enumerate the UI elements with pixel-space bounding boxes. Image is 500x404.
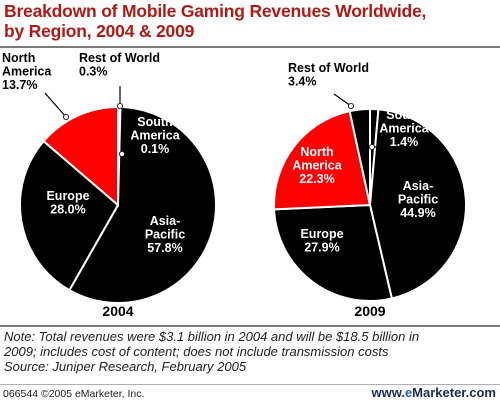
slice-label-line: Europe	[300, 227, 343, 241]
note-line-2: 2009; includes cost of content; does not…	[4, 344, 389, 359]
leader-line	[333, 93, 352, 107]
slice-north-america	[273, 109, 372, 211]
slice-label-line: 0.3%	[79, 65, 108, 79]
slice-label: Europe 27.9%	[300, 227, 343, 255]
slice-label-line: 3.4%	[288, 75, 317, 89]
chart-title: Breakdown of Mobile Gaming Revenues Worl…	[4, 1, 496, 41]
slice-label-line: 13.7%	[2, 78, 37, 92]
slice-label-line: Pacific	[145, 228, 185, 242]
slice-label-line: South	[386, 108, 421, 122]
slice-label-line: Pacific	[398, 193, 438, 207]
note-line-1: Note: Total revenues were $3.1 billion i…	[4, 329, 420, 344]
slice-label-line: Asia-	[150, 214, 181, 228]
chart-note: Note: Total revenues were $3.1 billion i…	[4, 329, 498, 374]
slice-label-line: North	[2, 51, 35, 65]
slice-label: Asia-Pacific 57.8%	[145, 214, 185, 255]
slice-label: Rest of World 0.3%	[79, 51, 160, 79]
slice-label-line: America	[379, 122, 429, 136]
slice-label-line: Asia-	[403, 179, 434, 193]
slice-label-line: 22.3%	[299, 172, 334, 186]
slice-label-line: Rest of World	[288, 61, 369, 75]
slice-asia-pacific	[68, 106, 217, 304]
slice-label-line: Europe	[46, 189, 89, 203]
pie-year-label: 2004	[102, 303, 133, 319]
slice-label: North America 22.3%	[292, 145, 342, 186]
slice-label-line: 28.0%	[50, 203, 85, 217]
slice-label-line: America	[2, 65, 52, 79]
slice-label-line: 1.4%	[390, 135, 419, 149]
slice-label-line: 27.9%	[304, 241, 339, 255]
slice-label: Rest of World 3.4%	[288, 61, 369, 89]
top-divider	[0, 46, 500, 48]
slice-europe	[19, 139, 120, 292]
slice-label-line: 0.1%	[141, 142, 170, 156]
slice-label: North America 13.7%	[2, 51, 52, 92]
pie-year-label: 2009	[354, 303, 385, 319]
slice-label: Asia-Pacific 44.9%	[398, 179, 438, 220]
source-line: Source: Juniper Research, February 2005	[4, 359, 247, 374]
logo-rest: Marketer.com	[412, 385, 496, 400]
slice-label-line: North	[300, 145, 333, 159]
slice-label: Europe 28.0%	[46, 189, 89, 217]
slice-label-line: America	[130, 129, 180, 143]
slice-label-line: Rest of World	[79, 51, 160, 65]
chart-title-line-1: Breakdown of Mobile Gaming Revenues Worl…	[4, 1, 427, 21]
leader-dot	[368, 143, 375, 150]
slice-label-line: South	[137, 115, 172, 129]
leader-dot	[119, 150, 126, 157]
chart-title-line-2: by Region, 2004 & 2009	[4, 21, 195, 41]
slice-label: South America 0.1%	[130, 115, 180, 156]
leader-dot	[63, 114, 70, 121]
slice-label-line: 57.8%	[147, 241, 182, 255]
slice-label-line: America	[292, 159, 342, 173]
logo-prefix: www.	[371, 385, 405, 400]
notes-divider	[0, 325, 500, 327]
leader-dot	[117, 103, 124, 110]
emarketer-logo: www.eMarketer.com	[371, 385, 496, 400]
slice-label: South America 1.4%	[379, 108, 429, 149]
slice-rest-of-world	[348, 107, 371, 206]
leader-line	[44, 92, 67, 118]
slice-north-america	[42, 105, 119, 208]
slice-europe	[273, 203, 394, 302]
footer-id: 066544 ©2005 eMarketer, Inc.	[3, 388, 145, 400]
slice-label-line: 44.9%	[400, 206, 435, 220]
logo-e: e	[404, 385, 413, 400]
slice-asia-pacific	[368, 108, 467, 300]
leader-dot	[347, 103, 354, 110]
footer-divider	[0, 384, 500, 385]
